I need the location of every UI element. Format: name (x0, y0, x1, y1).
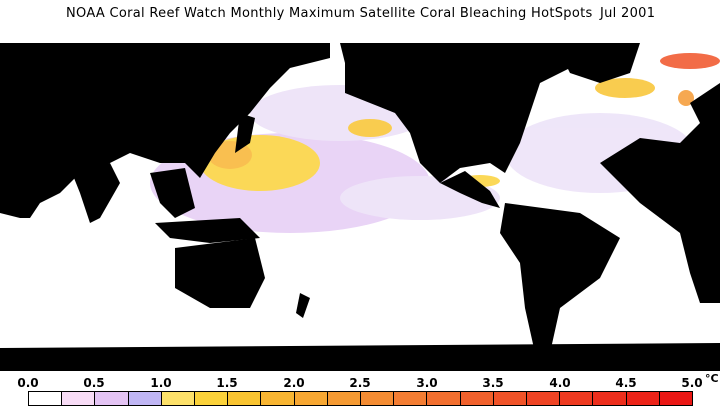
colorbar-label: 0.5 (83, 376, 105, 390)
hotspot-world-map (0, 43, 720, 371)
land-africa (640, 148, 720, 303)
land-central-america (440, 171, 500, 208)
colorbar-label: 5.0 (681, 376, 703, 390)
colorbar-swatch (626, 392, 660, 405)
colorbar-labels: 0.0 0.5 1.0 1.5 2.0 2.5 3.0 3.5 4.0 4.5 … (0, 376, 720, 390)
colorbar-swatch (460, 392, 494, 405)
colorbar-swatch (527, 392, 561, 405)
land-layer (0, 43, 720, 371)
colorbar-label: 1.5 (216, 376, 238, 390)
colorbar-swatch (361, 392, 395, 405)
land-indonesia (155, 218, 260, 243)
land-new-zealand (296, 293, 310, 318)
colorbar-label: 3.5 (482, 376, 504, 390)
land-greenland (555, 43, 640, 83)
colorbar-swatch (560, 392, 594, 405)
colorbar-label: 0.0 (17, 376, 39, 390)
colorbar-label: 4.0 (549, 376, 571, 390)
colorbar-swatch (327, 392, 362, 405)
colorbar-swatch (95, 392, 129, 405)
land-se-asia (150, 168, 195, 218)
land-australia (175, 238, 265, 308)
land-antarctica (0, 343, 720, 371)
colorbar-swatch (593, 392, 627, 405)
colorbar-swatch (29, 392, 63, 405)
land-india (70, 163, 120, 223)
map-title: NOAA Coral Reef Watch Monthly Maximum Sa… (66, 6, 593, 21)
land-japan (235, 113, 255, 153)
colorbar-swatch (294, 392, 328, 405)
land-south-america (500, 203, 620, 353)
hotspot-norway-red (660, 53, 720, 69)
colorbar-swatch (161, 392, 196, 405)
colorbar-label: 3.0 (416, 376, 438, 390)
colorbar-label: 2.5 (349, 376, 371, 390)
hotspot-npacific-yellow (348, 119, 392, 137)
colorbar-swatch (394, 392, 428, 405)
colorbar (28, 391, 693, 406)
colorbar-swatch (493, 392, 528, 405)
hotspot-baltic-orange (678, 90, 694, 106)
colorbar-swatch (659, 392, 693, 405)
colorbar-unit: °C (705, 372, 719, 385)
colorbar-label: 4.5 (615, 376, 637, 390)
land-asia (0, 43, 330, 218)
colorbar-swatch (261, 392, 295, 405)
colorbar-swatch (62, 392, 96, 405)
colorbar-swatch (195, 392, 229, 405)
colorbar-label: 1.0 (150, 376, 172, 390)
hotspot-natlantic-yellow (595, 78, 655, 98)
colorbar-label: 2.0 (283, 376, 305, 390)
land-north-america (340, 43, 600, 183)
map-date: Jul 2001 (600, 6, 656, 21)
colorbar-swatch (228, 392, 262, 405)
colorbar-swatch (128, 392, 162, 405)
colorbar-swatch (427, 392, 461, 405)
